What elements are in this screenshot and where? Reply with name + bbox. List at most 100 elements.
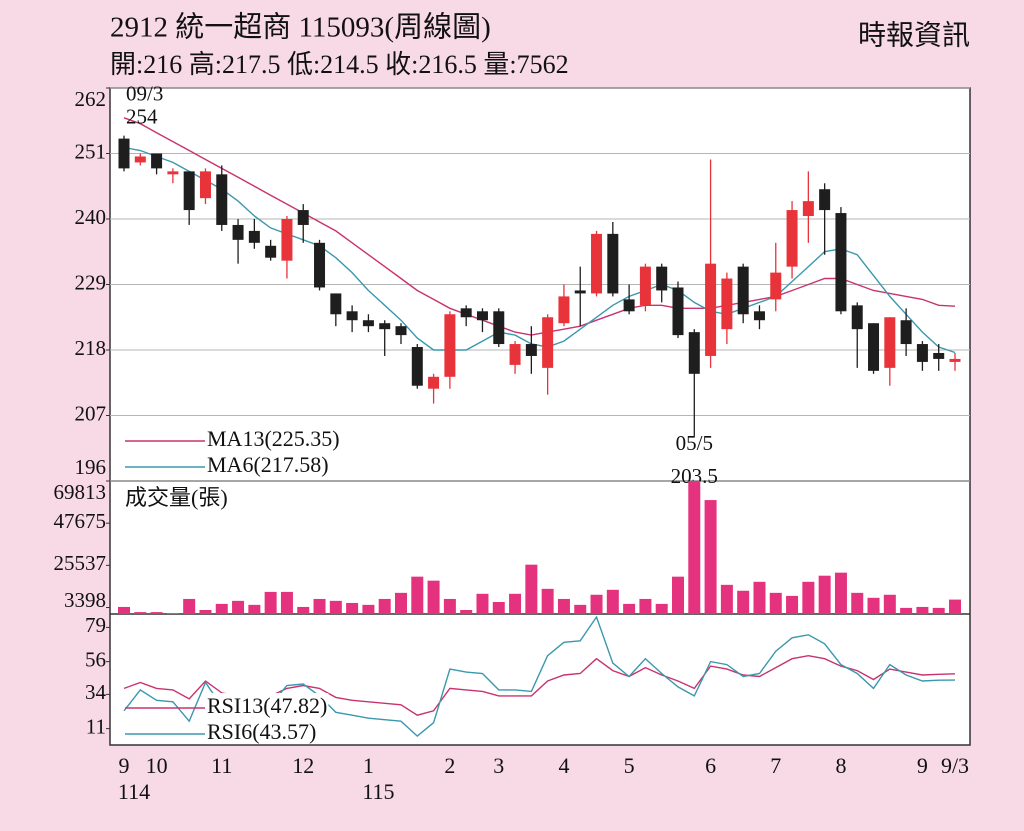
candle-body [428, 376, 440, 389]
volume-bar [818, 575, 831, 614]
volume-bar [753, 581, 766, 614]
volume-bar [606, 589, 619, 614]
y-tick-label: 3398 [64, 588, 106, 612]
x-tick-label: 7 [770, 753, 781, 778]
x-tick-label: 10 [146, 753, 168, 778]
volume-bar [590, 594, 603, 614]
volume-bar [655, 603, 668, 614]
candle-body [591, 233, 603, 294]
candle-body [151, 153, 163, 169]
x-tick-label: 9 [917, 753, 928, 778]
candle-body [444, 314, 456, 377]
legend-label: RSI6(43.57) [207, 719, 316, 744]
legend-label: MA6(217.58) [207, 452, 329, 477]
volume-title: 成交量(張) [125, 485, 228, 510]
candle-body [167, 171, 179, 175]
source: 時報資訊 [858, 19, 970, 51]
candle-body [851, 305, 863, 330]
candle-body [281, 219, 293, 261]
volume-bar [476, 593, 489, 614]
candle-body [770, 272, 782, 300]
volume-bar [411, 576, 424, 614]
y-tick-label: 25537 [54, 551, 107, 575]
candle-body [134, 156, 146, 163]
candle-body [525, 344, 537, 356]
annotation-date: 05/5 [676, 431, 713, 455]
candle-body [118, 138, 130, 169]
x-year-label: 114 [118, 779, 150, 804]
y-tick-label: 229 [75, 270, 107, 294]
candle-body [199, 171, 211, 199]
candle-body [672, 287, 684, 336]
volume-bar [525, 564, 538, 614]
candle-body [411, 347, 423, 386]
candle-body [248, 230, 260, 243]
volume-bar [574, 604, 587, 614]
volume-bar [834, 572, 847, 614]
candle-body [639, 266, 651, 306]
y-tick-label: 262 [75, 87, 107, 111]
volume-bar [541, 588, 554, 614]
candle-body [835, 213, 847, 312]
y-tick-label: 251 [75, 139, 107, 163]
candle-body [607, 233, 619, 294]
y-tick-label: 240 [75, 205, 107, 229]
candle-body [688, 332, 700, 374]
volume-bar [867, 597, 880, 614]
legend-label: RSI13(47.82) [207, 693, 327, 718]
candle-body [884, 317, 896, 368]
x-tick-label: 12 [292, 753, 314, 778]
volume-bar [883, 594, 896, 614]
ma-line [123, 146, 956, 354]
volume-bar [557, 598, 570, 614]
candle-body [509, 344, 521, 365]
x-tick-label: 1 [363, 753, 374, 778]
volume-bar [672, 576, 684, 614]
volume-bar [949, 599, 961, 614]
y-tick-label: 47675 [54, 509, 107, 533]
volume-bar [932, 607, 945, 614]
x-tick-label: 2 [444, 753, 455, 778]
volume-bar [786, 595, 799, 614]
ma-line [123, 117, 956, 336]
volume-bar [900, 607, 913, 614]
candle-body [868, 323, 880, 371]
candle-body [802, 201, 814, 217]
y-tick-label: 207 [75, 401, 107, 425]
candle-body [476, 311, 488, 321]
volume-bar [134, 612, 147, 614]
volume-bar [802, 581, 815, 614]
y-tick-label: 34 [85, 680, 107, 704]
legend-label: MA13(225.35) [207, 426, 340, 451]
candle-body [737, 266, 749, 315]
volume-bar [851, 592, 864, 614]
x-tick-label: 9/3 [941, 753, 969, 778]
candle-body [232, 224, 244, 240]
y-tick-label: 196 [75, 455, 107, 479]
x-tick-label: 3 [493, 753, 504, 778]
volume-bar [688, 481, 701, 614]
volume-bar [720, 584, 733, 614]
volume-bar [395, 592, 407, 614]
volume-bar [215, 603, 228, 614]
y-tick-label: 56 [85, 647, 106, 671]
x-tick-label: 4 [558, 753, 569, 778]
candle-body [395, 326, 407, 336]
x-tick-label: 11 [211, 753, 232, 778]
candle-body [900, 320, 912, 345]
candle-body [656, 266, 668, 291]
volume-bar [150, 612, 163, 614]
y-tick-label: 79 [85, 613, 106, 637]
candle-body [265, 245, 277, 258]
chart-title: 2912 統一超商 115093(周線圖) [110, 11, 491, 44]
volume-bar [443, 598, 456, 614]
plot-area [109, 87, 971, 746]
candle-body [297, 210, 309, 225]
candle-body [183, 171, 195, 211]
candle-body [460, 308, 472, 318]
volume-bar [509, 593, 522, 614]
volume-bar [232, 600, 245, 614]
candle-body [574, 290, 586, 294]
